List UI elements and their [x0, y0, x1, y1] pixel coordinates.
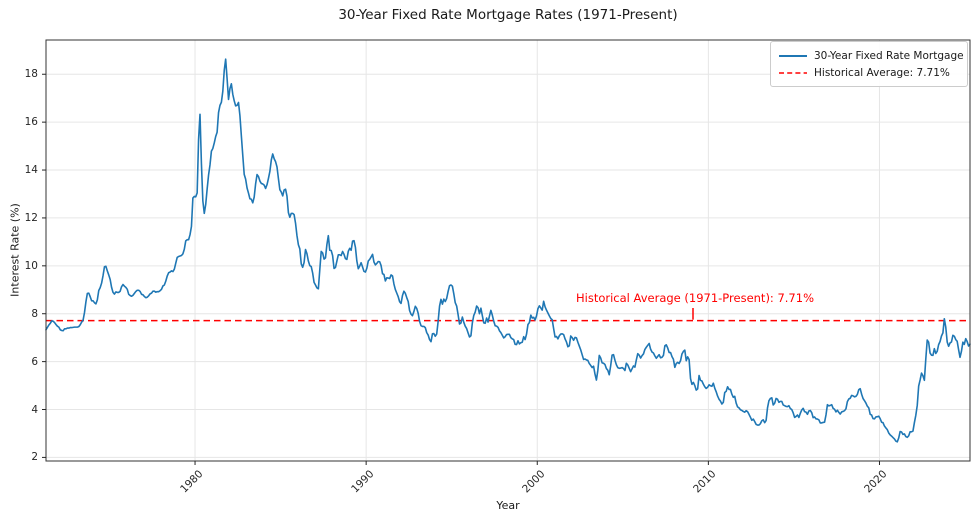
legend-label-average: Historical Average: 7.71%: [814, 66, 950, 79]
y-tick-label: 16: [24, 116, 38, 129]
legend-solid-line-icon: [779, 54, 807, 57]
legend-item-series: 30-Year Fixed Rate Mortgage: [779, 47, 964, 64]
mortgage-rate-line: [45, 58, 971, 443]
y-tick-label: 2: [31, 451, 38, 464]
y-tick-label: 4: [31, 403, 38, 416]
y-tick-label: 18: [24, 68, 38, 81]
plot-border: [45, 39, 971, 462]
y-tick-label: 6: [31, 355, 38, 368]
legend-label-series: 30-Year Fixed Rate Mortgage: [814, 49, 964, 62]
x-axis-label: Year: [496, 499, 520, 512]
average-annotation-text: Historical Average (1971-Present): 7.71%: [575, 291, 815, 305]
y-tick-label: 8: [31, 307, 38, 320]
y-tick-label: 12: [24, 211, 38, 224]
y-tick-label: 10: [24, 259, 38, 272]
legend-item-average: Historical Average: 7.71%: [779, 64, 958, 81]
y-tick-label: 14: [24, 164, 38, 177]
chart-title: 30-Year Fixed Rate Mortgage Rates (1971-…: [338, 7, 678, 23]
legend-dashed-line-icon: [779, 71, 807, 74]
legend-box: 30-Year Fixed Rate Mortgage Historical A…: [770, 41, 968, 87]
